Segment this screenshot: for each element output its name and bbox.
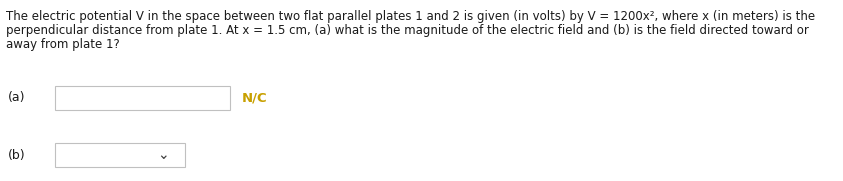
Text: away from plate 1?: away from plate 1? [6, 38, 120, 51]
Text: (b): (b) [8, 148, 25, 161]
Text: perpendicular distance from plate 1. At x = 1.5 cm, (a) what is the magnitude of: perpendicular distance from plate 1. At … [6, 24, 809, 37]
Text: The electric potential V in the space between two flat parallel plates 1 and 2 i: The electric potential V in the space be… [6, 10, 815, 23]
Text: (a): (a) [8, 92, 25, 104]
Text: ⌄: ⌄ [157, 148, 169, 162]
Text: N/C: N/C [242, 92, 267, 104]
Bar [55, 86, 230, 110]
Bar [55, 143, 185, 167]
